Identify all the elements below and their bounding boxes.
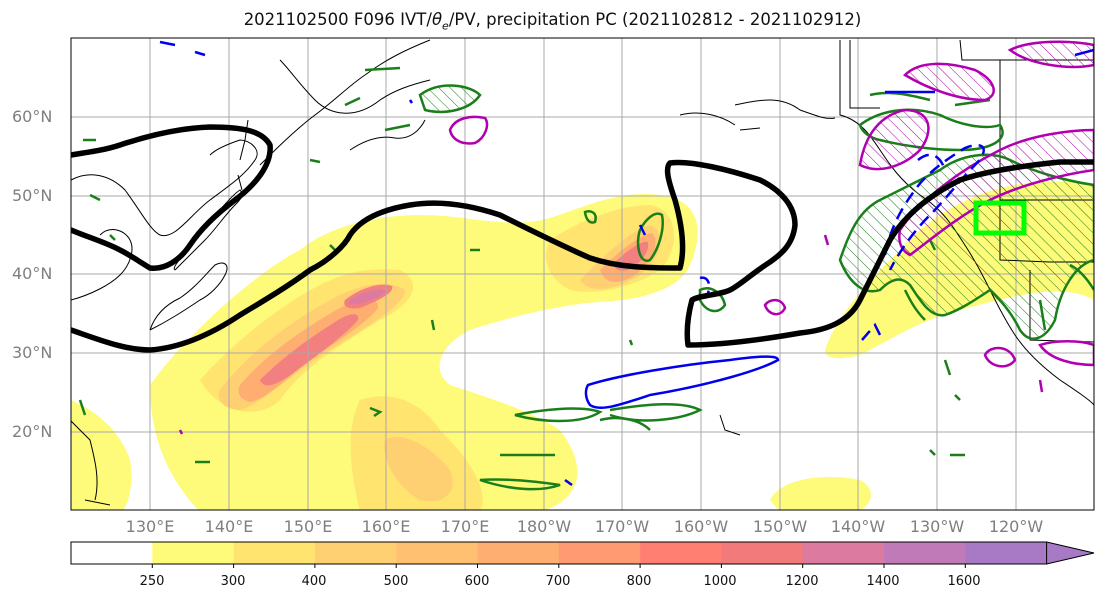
ivt-1000 <box>260 314 359 386</box>
colorbar-label-600: 600 <box>464 574 490 589</box>
colorbar-label-1200: 1200 <box>785 574 819 589</box>
lon-label-170w: 170°W <box>594 517 650 536</box>
colorbar-label-250: 250 <box>139 574 165 589</box>
lon-label-130w: 130°W <box>909 517 965 536</box>
map-area <box>71 38 1094 510</box>
colorbar-segment <box>233 542 316 564</box>
lon-label-140w: 140°W <box>830 517 886 536</box>
colorbar-segment <box>721 542 804 564</box>
colorbar-segment <box>965 542 1048 564</box>
ivt-shading <box>71 181 1094 510</box>
map-title: 2021102500 F096 IVT/θe/PV, precipitation… <box>243 10 862 33</box>
colorbar-segment <box>802 542 885 564</box>
colorbar-segment <box>396 542 478 564</box>
colorbar-label-700: 700 <box>545 574 571 589</box>
colorbar <box>70 541 1095 568</box>
colorbar-segment <box>152 542 235 564</box>
lon-label-150e: 150°E <box>283 517 333 536</box>
map-frame <box>70 37 1095 511</box>
ivt-250-sw <box>71 400 132 510</box>
colorbar-label-1600: 1600 <box>947 574 981 589</box>
lon-label-170e: 170°E <box>440 517 490 536</box>
colorbar-segment <box>884 542 966 564</box>
lon-label-140e: 140°E <box>204 517 254 536</box>
lon-label-130e: 130°E <box>125 517 175 536</box>
colorbar-label-800: 800 <box>626 574 652 589</box>
lat-label-20: 20°N <box>12 422 53 441</box>
colorbar-segment <box>71 542 153 564</box>
lon-label-180w: 180°W <box>516 517 572 536</box>
ivt-400-c <box>384 436 453 502</box>
lon-label-150w: 150°W <box>752 517 808 536</box>
colorbar-label-300: 300 <box>220 574 246 589</box>
lat-label-30: 30°N <box>12 343 53 362</box>
colorbar-label-500: 500 <box>383 574 409 589</box>
ivt-250-se <box>770 476 871 510</box>
colorbar-segment <box>314 542 397 564</box>
colorbar-segment <box>640 542 722 564</box>
ivt-1200 <box>348 289 386 305</box>
colorbar-label-1000: 1000 <box>703 574 737 589</box>
lon-label-120w: 120°W <box>988 517 1044 536</box>
colorbar-segment <box>558 542 641 564</box>
colorbar-label-1400: 1400 <box>866 574 900 589</box>
lat-label-50: 50°N <box>12 186 53 205</box>
colorbar-label-400: 400 <box>301 574 327 589</box>
lon-label-160e: 160°E <box>361 517 411 536</box>
lat-label-40: 40°N <box>12 264 53 283</box>
pv-negative-contours <box>159 40 1094 487</box>
lat-label-60: 60°N <box>12 107 53 126</box>
colorbar-extend-arrow <box>1046 541 1095 565</box>
colorbar-segment <box>477 542 560 564</box>
theta-e-contours <box>78 66 1094 491</box>
jet-contours <box>71 124 1094 353</box>
gridlines <box>71 38 1094 510</box>
target-box <box>973 200 1027 236</box>
lon-label-160w: 160°W <box>673 517 729 536</box>
